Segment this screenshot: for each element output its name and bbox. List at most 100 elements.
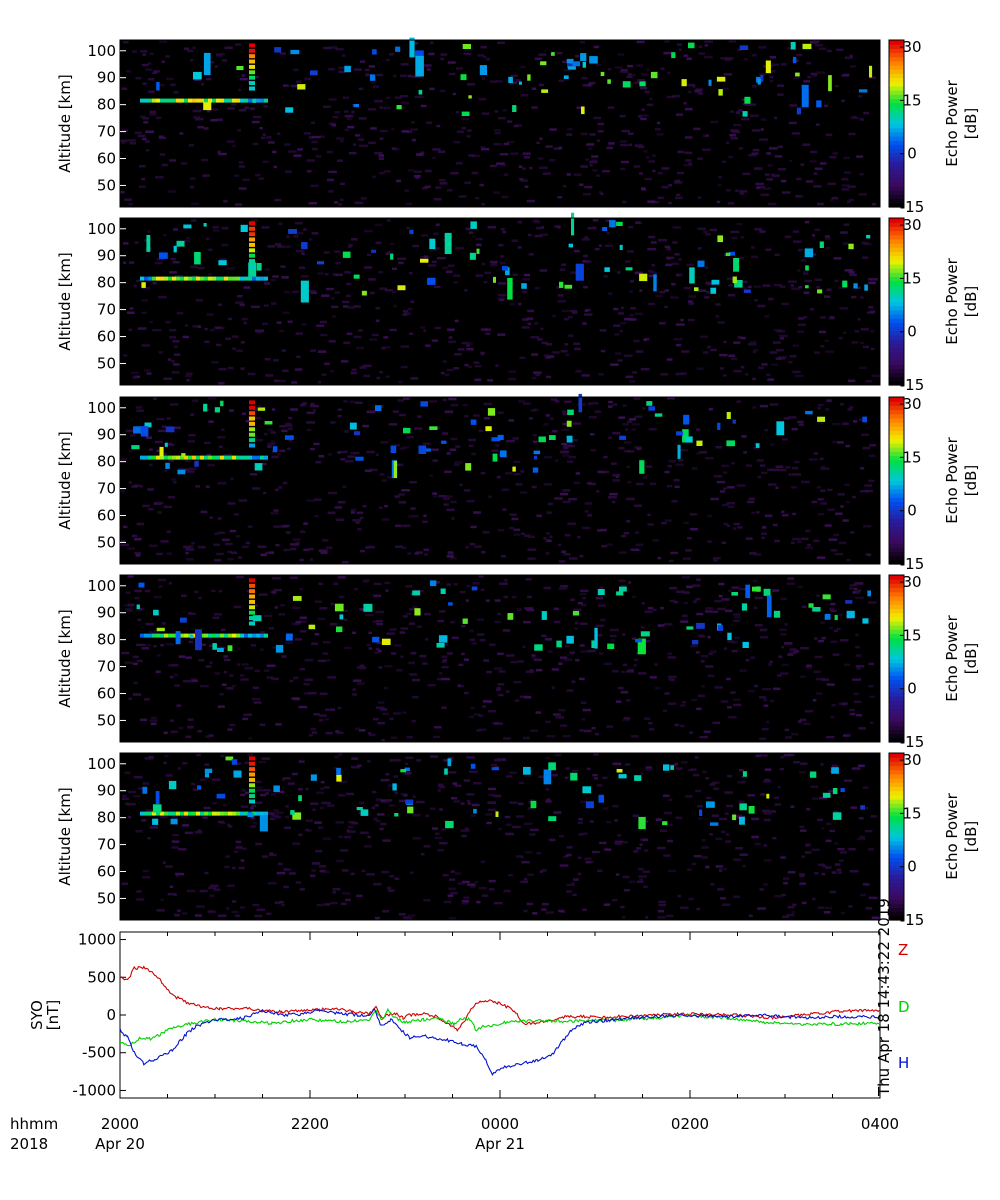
heatmap-cell <box>595 624 604 628</box>
heatmap-cell <box>826 288 832 291</box>
echo-cell <box>734 280 743 288</box>
heatmap-cell <box>226 140 235 143</box>
heatmap-cell <box>847 200 851 204</box>
echo-cell <box>640 631 650 637</box>
heatmap-cell <box>524 185 529 188</box>
heatmap-cell <box>754 299 758 302</box>
heatmap-cell <box>337 408 343 411</box>
heatmap-cell <box>187 889 196 893</box>
heatmap-cell <box>768 663 772 666</box>
heatmap-cell <box>714 600 722 603</box>
heatmap-cell <box>306 170 312 173</box>
heatmap-cell <box>523 273 530 277</box>
heatmap-cell <box>705 607 714 610</box>
echo-cell <box>249 772 255 777</box>
heatmap-cell <box>677 459 684 462</box>
echo-cell <box>716 76 726 82</box>
heatmap-cell <box>185 558 194 561</box>
heatmap-cell <box>280 903 285 907</box>
heatmap-cell <box>402 524 411 528</box>
heatmap-cell <box>408 332 414 335</box>
heatmap-cell <box>410 128 418 131</box>
heatmap-cell <box>264 358 271 361</box>
strong-echo-column <box>249 400 255 448</box>
heatmap-cell <box>168 190 176 193</box>
heatmap-cell <box>446 189 453 192</box>
colorbar-step <box>889 417 904 423</box>
heatmap-cell <box>536 852 542 855</box>
heatmap-cell <box>468 438 476 442</box>
heatmap-cell <box>334 111 341 114</box>
heatmap-cell <box>644 338 650 341</box>
heatmap-cell <box>348 151 357 155</box>
heatmap-cell <box>814 278 822 282</box>
panel-frame <box>119 396 881 565</box>
heatmap-cell <box>522 152 531 155</box>
heatmap-cell <box>335 137 344 140</box>
heatmap-cell <box>617 686 624 690</box>
heatmap-cell <box>700 655 709 658</box>
heatmap-cell <box>527 595 532 599</box>
heatmap-cell <box>201 82 205 86</box>
heatmap-cell <box>515 483 523 486</box>
heatmap-cell <box>352 631 356 635</box>
heatmap-cell <box>382 712 389 716</box>
heatmap-cell <box>691 862 697 866</box>
heatmap-cell <box>546 375 552 379</box>
echo-cell <box>670 765 674 770</box>
echo-cell <box>244 98 248 103</box>
heatmap-cell <box>704 40 714 43</box>
heatmap-cell <box>373 85 380 88</box>
colorbar-step <box>889 405 904 411</box>
heatmap-cell <box>446 368 454 372</box>
heatmap-cell <box>379 106 384 109</box>
heatmap-cell <box>618 312 624 315</box>
heatmap-cell <box>799 825 805 829</box>
heatmap-cell <box>362 505 367 508</box>
heatmap-cell <box>820 162 827 165</box>
heatmap-cell <box>787 905 795 909</box>
heatmap-cell <box>715 303 721 306</box>
echo-cell <box>766 793 770 799</box>
heatmap-cell <box>475 274 484 277</box>
heatmap-cell <box>615 873 620 876</box>
heatmap-cell <box>171 360 175 363</box>
heatmap-cell <box>710 497 719 501</box>
heatmap-cell <box>652 154 656 157</box>
echo-cell <box>224 811 228 816</box>
heatmap-cell <box>209 328 215 332</box>
heatmap-cell <box>531 654 536 657</box>
heatmap-cell <box>564 317 569 321</box>
heatmap-cell <box>840 403 844 406</box>
heatmap-cell <box>318 714 327 717</box>
heatmap-cell <box>619 70 629 73</box>
echo-cell <box>236 455 240 460</box>
heatmap-cell <box>227 366 234 370</box>
heatmap-cell <box>380 778 390 782</box>
heatmap-cell <box>674 179 680 183</box>
colorbar-step <box>889 447 904 452</box>
colorbar-label: Echo Power <box>943 436 961 523</box>
echo-cell <box>805 285 809 289</box>
colorbar-step <box>889 94 904 100</box>
heatmap-cell <box>518 165 523 168</box>
heatmap-cell <box>809 160 817 163</box>
heatmap-cell <box>508 771 517 775</box>
colorbar-step <box>889 480 904 486</box>
heatmap-cell <box>572 893 577 897</box>
heatmap-cell <box>696 612 704 616</box>
echo-cell <box>344 65 351 73</box>
heatmap-cell <box>790 486 797 489</box>
echo-cell <box>156 276 160 281</box>
heatmap-cell <box>233 850 239 853</box>
ytick-label: 80 <box>97 96 116 114</box>
heatmap-cell <box>288 782 295 785</box>
heatmap-cell <box>429 87 435 91</box>
heatmap-cell <box>657 196 664 200</box>
heatmap-cell <box>438 785 446 789</box>
heatmap-cell <box>234 914 241 918</box>
heatmap-cell <box>608 292 613 295</box>
heatmap-cell <box>134 375 141 379</box>
echo-cell <box>176 240 185 247</box>
heatmap-cell <box>652 539 659 542</box>
